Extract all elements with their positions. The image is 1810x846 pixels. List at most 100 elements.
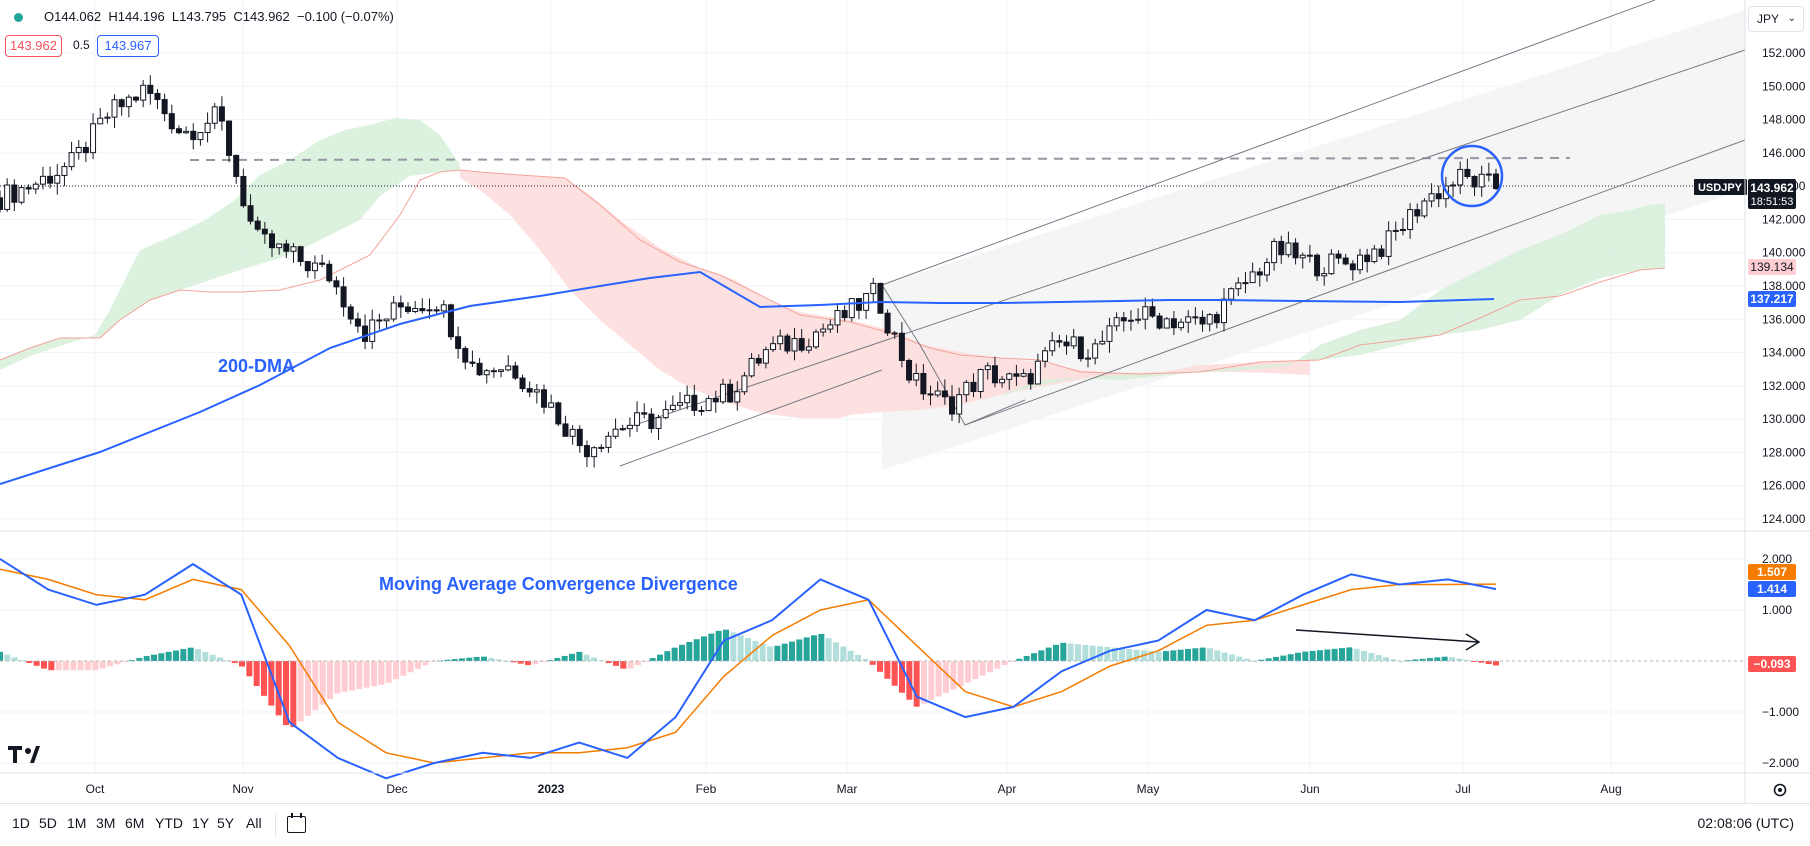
histogram-bar [290, 661, 297, 727]
currency-label: JPY [1757, 12, 1780, 26]
candle-body [1392, 229, 1399, 232]
candle-body [25, 187, 32, 190]
candle-body [1056, 340, 1063, 343]
histogram-bar [217, 657, 223, 661]
candle-body [1314, 254, 1321, 277]
histogram-bar [950, 661, 957, 690]
calendar-goto-icon[interactable] [287, 813, 306, 833]
range-1m-button[interactable]: 1M [67, 815, 87, 831]
time-axis[interactable]: Oct Nov Dec 2023 Feb Mar Apr May Jun Jul Aug [86, 782, 1622, 796]
histogram-bar [444, 659, 451, 661]
candle-body [1106, 325, 1113, 342]
bid-button[interactable]: 143.962 [5, 35, 62, 57]
range-5y-button[interactable]: 5Y [217, 815, 235, 831]
ichimoku-cloud-bear [460, 170, 1310, 418]
histogram-bar [752, 640, 759, 661]
histogram-bar [899, 661, 905, 693]
currency-select[interactable]: JPY ⌄ [1748, 6, 1804, 32]
ask-button[interactable]: 143.967 [97, 35, 159, 57]
candle-body [605, 435, 612, 448]
candle-body [1156, 315, 1163, 329]
candle-body [1006, 373, 1013, 380]
histogram-bar [664, 651, 671, 661]
candle-body [240, 175, 247, 207]
candle-body [1306, 254, 1313, 257]
candle-body [1070, 336, 1077, 347]
range-6m-button[interactable]: 6M [125, 815, 145, 831]
candle-body [1213, 314, 1220, 324]
candle-body [576, 428, 583, 447]
candle-body [1178, 321, 1185, 329]
range-all-button[interactable]: All [246, 815, 262, 831]
tradingview-logo[interactable] [8, 746, 40, 763]
histogram-bar [451, 659, 458, 661]
price-scale[interactable]: 152.000150.000148.000146.000144.000142.0… [1762, 46, 1806, 526]
histogram-bar [840, 646, 847, 661]
candle-body [111, 99, 118, 118]
candle-body [512, 365, 519, 379]
highlight-circle [1440, 144, 1504, 208]
candle-body [340, 286, 347, 308]
histogram-bar [481, 656, 487, 661]
range-1y-button[interactable]: 1Y [192, 815, 210, 831]
candle-body [433, 309, 440, 312]
macd-title: Moving Average Convergence Divergence [379, 574, 738, 594]
histogram-bar [811, 635, 817, 661]
macd-tick-label: 2.000 [1762, 552, 1792, 566]
utc-clock[interactable]: 02:08:06 (UTC) [1697, 815, 1794, 831]
channel-lower-left-line [619, 369, 883, 467]
histogram-bar [1082, 644, 1089, 661]
candle-body [1185, 316, 1192, 323]
ma-price-value: 137.217 [1750, 292, 1794, 306]
candle-body [1407, 209, 1414, 230]
histogram-bar [239, 661, 245, 667]
histogram-bar [466, 657, 473, 661]
histogram-bar [561, 655, 568, 661]
histogram-bar [987, 661, 993, 673]
range-3m-button[interactable]: 3M [96, 815, 116, 831]
ma-price-badge: 137.217 [1748, 291, 1796, 307]
histogram-bar [151, 654, 157, 661]
candle-body [168, 113, 175, 130]
histogram-bar [957, 661, 964, 687]
range-ytd-button[interactable]: YTD [155, 815, 183, 831]
histogram-bar [1155, 651, 1162, 661]
histogram-bar [341, 661, 348, 692]
candle-body [1342, 257, 1349, 265]
histogram-bar [1339, 648, 1345, 661]
time-tick-label: 2023 [538, 782, 565, 796]
histogram-bar [246, 661, 253, 677]
price-chart-svg[interactable]: 200-DMA Moving Average Convergence Diver… [0, 0, 1810, 803]
candle-body [304, 261, 311, 272]
chevron-down-icon: ⌄ [1787, 13, 1796, 24]
histogram-bar [1471, 661, 1477, 662]
candle-body [1034, 360, 1041, 385]
candle-body [440, 304, 447, 312]
histogram-bar [539, 661, 546, 663]
range-1d-button[interactable]: 1D [12, 815, 30, 831]
histogram-bar [855, 654, 861, 661]
chart-area[interactable]: 200-DMA Moving Average Convergence Diver… [0, 0, 1810, 803]
histogram-bar [554, 658, 561, 661]
candle-body [39, 175, 46, 185]
histogram-bar [1199, 647, 1206, 661]
candle-body [1127, 319, 1134, 322]
histogram-bar [847, 650, 854, 661]
gear-icon[interactable] [1773, 783, 1787, 797]
histogram-bar [99, 661, 106, 669]
candle-body [949, 396, 955, 415]
candle-body [118, 99, 125, 108]
macd-line [0, 558, 1497, 780]
histogram-bar [143, 656, 150, 661]
histogram-bar [202, 651, 209, 661]
candle-body [369, 319, 376, 342]
candle-body [297, 246, 304, 263]
candle-body [755, 357, 762, 364]
candle-body [619, 428, 626, 431]
histogram-bar [1405, 660, 1411, 662]
range-5d-button[interactable]: 5D [39, 815, 57, 831]
macd-scale[interactable]: 2.000 1.000 −1.000 −2.000 [1762, 552, 1799, 770]
histogram-bar [1119, 648, 1125, 661]
candle-body [362, 325, 369, 342]
histogram-bar [1478, 661, 1485, 663]
